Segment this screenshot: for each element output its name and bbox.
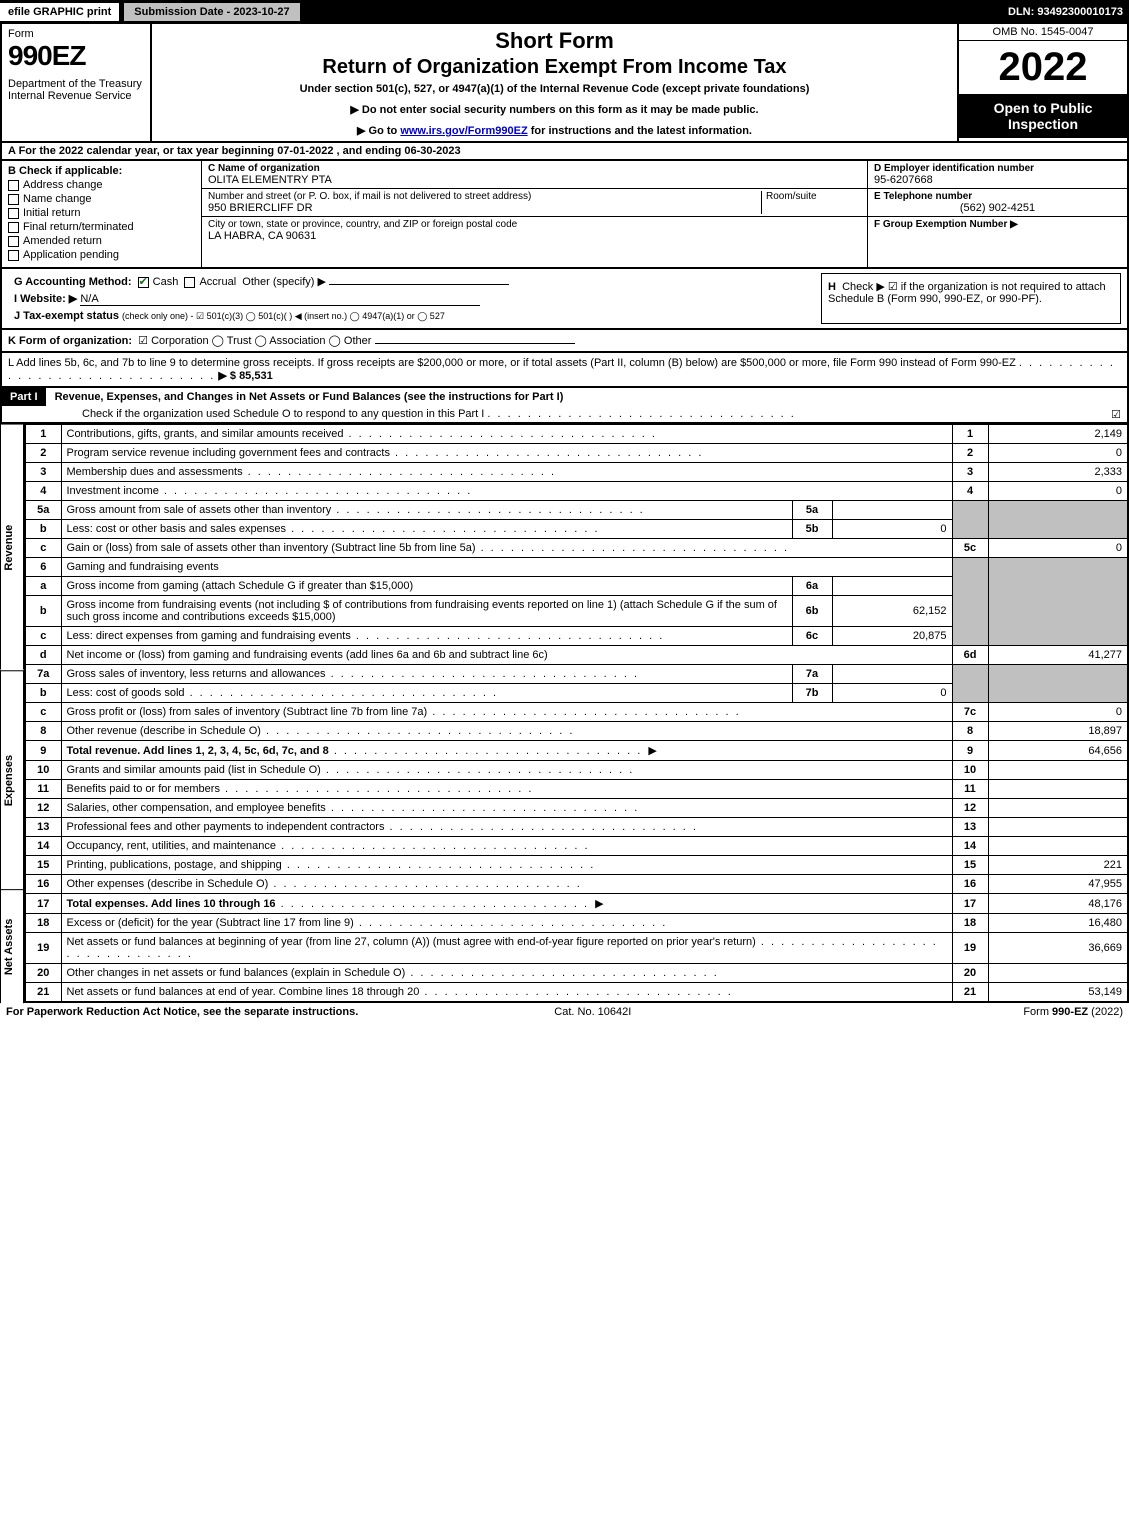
i-line: I Website: ▶ N/A	[8, 290, 821, 308]
goto-pre: ▶ Go to	[357, 125, 400, 137]
footer-right: Form 990-EZ (2022)	[1023, 1006, 1123, 1018]
line-15: 15Printing, publications, postage, and s…	[25, 856, 1128, 875]
line-10: 10Grants and similar amounts paid (list …	[25, 761, 1128, 780]
org-address: 950 BRIERCLIFF DR	[208, 202, 761, 214]
j-line: J Tax-exempt status (check only one) - ☑…	[8, 308, 821, 324]
check-amended-return[interactable]: Amended return	[8, 235, 195, 247]
line-1: 1Contributions, gifts, grants, and simil…	[25, 425, 1128, 444]
line-16: 16Other expenses (describe in Schedule O…	[25, 875, 1128, 894]
c-addr-label: Number and street (or P. O. box, if mail…	[208, 191, 761, 202]
line-2: 2Program service revenue including gover…	[25, 444, 1128, 463]
f-label: F Group Exemption Number ▶	[874, 219, 1121, 230]
line-9: 9Total revenue. Add lines 1, 2, 3, 4, 5c…	[25, 741, 1128, 761]
line-14: 14Occupancy, rent, utilities, and mainte…	[25, 837, 1128, 856]
line-13: 13Professional fees and other payments t…	[25, 818, 1128, 837]
form-label: Form	[8, 28, 144, 40]
omb-number: OMB No. 1545-0047	[959, 24, 1127, 41]
telephone: (562) 902-4251	[874, 202, 1121, 214]
form-header: Form 990EZ Department of the Treasury In…	[0, 24, 1129, 143]
check-application-pending[interactable]: Application pending	[8, 249, 195, 261]
section-c: C Name of organization OLITA ELEMENTRY P…	[202, 161, 867, 267]
room-label: Room/suite	[766, 191, 861, 202]
header-right: OMB No. 1545-0047 2022 Open to Public In…	[957, 24, 1127, 141]
return-title: Return of Organization Exempt From Incom…	[160, 56, 949, 79]
open-to-public: Open to Public Inspection	[959, 94, 1127, 138]
line-12: 12Salaries, other compensation, and empl…	[25, 799, 1128, 818]
footer: For Paperwork Reduction Act Notice, see …	[0, 1003, 1129, 1021]
ein: 95-6207668	[874, 174, 1121, 186]
c-name-label: C Name of organization	[208, 163, 861, 174]
submission-date: Submission Date - 2023-10-27	[123, 2, 300, 22]
check-initial-return[interactable]: Initial return	[8, 207, 195, 219]
e-label: E Telephone number	[874, 191, 1121, 202]
efile-label: efile GRAPHIC print	[0, 3, 119, 21]
part-i-header: Part I Revenue, Expenses, and Changes in…	[0, 388, 1129, 424]
irs-link[interactable]: www.irs.gov/Form990EZ	[400, 125, 527, 137]
part-i-checked: ☑	[1111, 408, 1121, 421]
line-3: 3Membership dues and assessments32,333	[25, 463, 1128, 482]
side-revenue: Revenue	[0, 424, 24, 670]
part-i-body: Revenue Expenses Net Assets 1Contributio…	[0, 424, 1129, 1003]
block-bcdef: B Check if applicable: Address change Na…	[0, 161, 1129, 269]
goto-line: ▶ Go to www.irs.gov/Form990EZ for instru…	[160, 124, 949, 137]
side-netassets: Net Assets	[0, 889, 24, 1003]
line-6d: dNet income or (loss) from gaming and fu…	[25, 646, 1128, 665]
under-section: Under section 501(c), 527, or 4947(a)(1)…	[160, 83, 949, 95]
line-11: 11Benefits paid to or for members11	[25, 780, 1128, 799]
website-value: N/A	[80, 293, 98, 305]
ssn-warning: ▶ Do not enter social security numbers o…	[160, 103, 949, 116]
d-label: D Employer identification number	[874, 163, 1121, 174]
check-address-change[interactable]: Address change	[8, 179, 195, 191]
row-a-calendar: A For the 2022 calendar year, or tax yea…	[0, 143, 1129, 161]
line-8: 8Other revenue (describe in Schedule O)8…	[25, 722, 1128, 741]
side-expenses: Expenses	[0, 670, 24, 889]
org-name: OLITA ELEMENTRY PTA	[208, 174, 861, 186]
line-17: 17Total expenses. Add lines 10 through 1…	[25, 894, 1128, 914]
line-4: 4Investment income40	[25, 482, 1128, 501]
footer-catno: Cat. No. 10642I	[554, 1006, 631, 1018]
section-b: B Check if applicable: Address change Na…	[2, 161, 202, 267]
line-6: 6Gaming and fundraising events	[25, 558, 1128, 577]
topbar: efile GRAPHIC print Submission Date - 20…	[0, 0, 1129, 24]
section-def: D Employer identification number 95-6207…	[867, 161, 1127, 267]
line-7c: cGross profit or (loss) from sales of in…	[25, 703, 1128, 722]
side-labels: Revenue Expenses Net Assets	[0, 424, 24, 1003]
line-5a: 5aGross amount from sale of assets other…	[25, 501, 1128, 520]
dln: DLN: 93492300010173	[1008, 6, 1129, 18]
footer-left: For Paperwork Reduction Act Notice, see …	[6, 1006, 358, 1018]
org-city: LA HABRA, CA 90631	[208, 230, 861, 242]
check-cash[interactable]	[138, 277, 149, 288]
check-accrual[interactable]	[184, 277, 195, 288]
block-ghij: G Accounting Method: Cash Accrual Other …	[0, 269, 1129, 330]
form-number: 990EZ	[8, 40, 144, 72]
g-line: G Accounting Method: Cash Accrual Other …	[8, 273, 821, 290]
goto-post: for instructions and the latest informat…	[528, 125, 752, 137]
b-label: B Check if applicable:	[8, 165, 195, 177]
c-city-label: City or town, state or province, country…	[208, 219, 861, 230]
check-final-return[interactable]: Final return/terminated	[8, 221, 195, 233]
part-i-label: Part I	[2, 388, 46, 406]
tax-table: 1Contributions, gifts, grants, and simil…	[24, 424, 1129, 1003]
header-mid: Short Form Return of Organization Exempt…	[152, 24, 957, 141]
l-line: L Add lines 5b, 6c, and 7b to line 9 to …	[0, 353, 1129, 388]
k-line: K Form of organization: ☑ Corporation ◯ …	[0, 330, 1129, 353]
h-box: H Check ▶ ☑ if the organization is not r…	[821, 273, 1121, 324]
line-18: 18Excess or (deficit) for the year (Subt…	[25, 914, 1128, 933]
line-7a: 7aGross sales of inventory, less returns…	[25, 665, 1128, 684]
line-21: 21Net assets or fund balances at end of …	[25, 983, 1128, 1003]
line-20: 20Other changes in net assets or fund ba…	[25, 964, 1128, 983]
header-left: Form 990EZ Department of the Treasury In…	[2, 24, 152, 141]
line-5c: cGain or (loss) from sale of assets othe…	[25, 539, 1128, 558]
check-name-change[interactable]: Name change	[8, 193, 195, 205]
line-19: 19Net assets or fund balances at beginni…	[25, 933, 1128, 964]
dept-label: Department of the Treasury Internal Reve…	[8, 78, 144, 102]
tax-year: 2022	[959, 41, 1127, 94]
short-form-title: Short Form	[160, 28, 949, 54]
